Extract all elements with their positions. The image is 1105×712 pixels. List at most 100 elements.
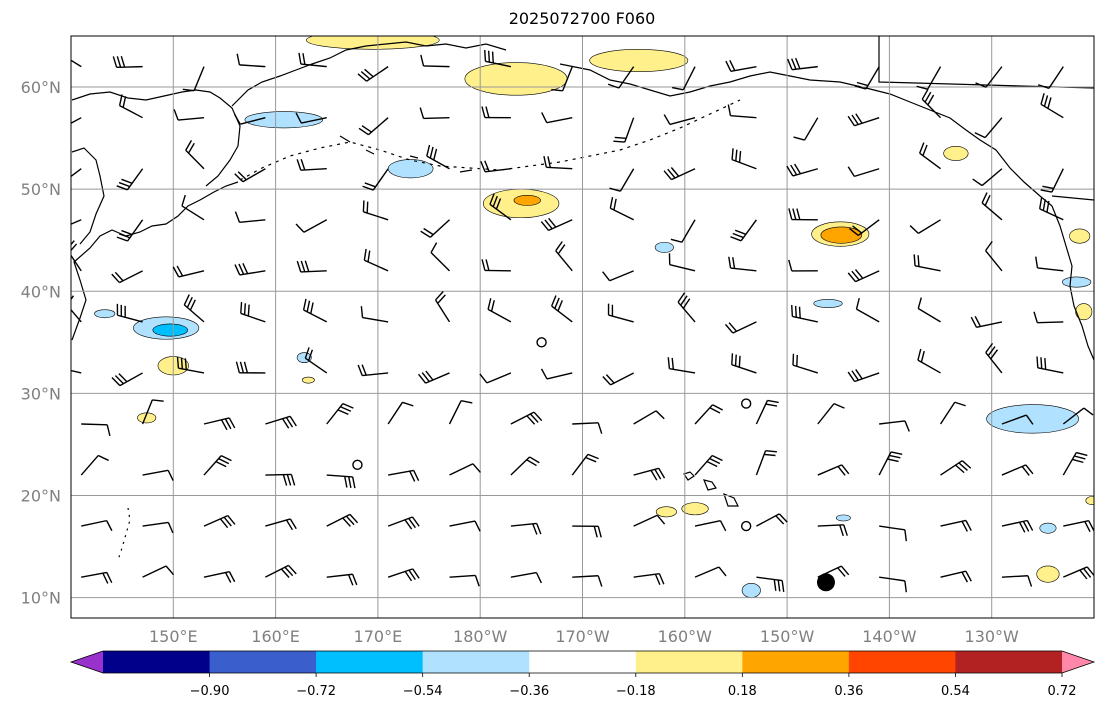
colorbar-extend-high <box>1062 651 1094 673</box>
wind-barb-142 <box>362 168 389 191</box>
wind-barb-32 <box>940 519 972 532</box>
wind-barb-100 <box>917 297 941 323</box>
wind-barb-170 <box>1040 93 1064 119</box>
wind-barb-77 <box>540 368 573 380</box>
wind-barb-73 <box>304 347 328 374</box>
wind-barb-180 <box>607 66 635 89</box>
wind-barb-58 <box>448 400 473 425</box>
anomaly-contour-21 <box>301 376 315 384</box>
anomaly-contour-3 <box>589 48 689 73</box>
wind-barb-45 <box>694 454 723 476</box>
wind-barb-118 <box>985 240 1003 272</box>
wind-barb-52 <box>81 423 111 437</box>
wind-barb-172 <box>112 56 143 69</box>
wind-barb-44 <box>633 467 666 481</box>
colorbar-label-1: −0.90 <box>190 684 230 699</box>
wind-barb-81 <box>792 353 819 374</box>
wind-barb-91 <box>360 306 389 323</box>
wind-barb-115 <box>788 259 818 272</box>
wind-barb-184 <box>854 66 880 90</box>
wind-barb-38 <box>265 473 296 486</box>
anomaly-contour-13 <box>1061 276 1092 288</box>
colorbar-swatch-8 <box>848 651 956 673</box>
lon-label-210: 150°W <box>760 627 815 646</box>
wind-barb-155 <box>118 94 143 119</box>
anomaly-contour-18 <box>152 323 188 337</box>
colorbar-swatch-6 <box>635 651 743 673</box>
wind-barb-96 <box>677 292 696 323</box>
lon-label-180: 180°W <box>453 627 508 646</box>
anomaly-contour-1 <box>306 36 440 50</box>
colorbar-extend-low <box>71 651 103 673</box>
anomaly-contour-14 <box>1075 303 1093 321</box>
wind-barb-14 <box>879 576 907 593</box>
wind-barb-85 <box>1036 356 1064 374</box>
colorbar-label-8: 0.54 <box>941 684 970 699</box>
wind-barb-21 <box>265 518 297 531</box>
wind-barb-126 <box>420 219 450 238</box>
coast-alaska <box>559 63 1053 207</box>
wind-barb-98 <box>791 305 818 323</box>
wind-barb-53 <box>141 399 164 425</box>
wind-barb-146 <box>609 168 635 192</box>
wind-barb-71 <box>176 356 205 374</box>
wind-barb-157 <box>233 113 266 125</box>
wind-barb-76 <box>479 372 512 384</box>
wind-barb-137 <box>71 168 82 178</box>
lat-label-30: 30°N <box>21 384 61 403</box>
lon-label-170: 170°E <box>354 627 403 646</box>
wind-barb-30 <box>817 524 848 537</box>
wind-barb-95 <box>607 303 634 323</box>
wind-barb-12 <box>756 576 785 592</box>
wind-barb-186 <box>975 66 1003 88</box>
wind-barb-102 <box>1033 311 1064 324</box>
wind-barb-112 <box>602 270 634 282</box>
wind-barb-41 <box>449 463 481 476</box>
wind-barb-141 <box>296 158 327 171</box>
latitude-labels: 10°N 20°N 30°N 40°N 50°N 60°N <box>21 78 61 608</box>
wind-barb-166 <box>793 117 819 141</box>
wind-barb-75 <box>417 370 450 384</box>
lat-label-20: 20°N <box>21 486 61 505</box>
wind-barb-29 <box>756 513 788 527</box>
wind-barb-187 <box>1037 66 1064 89</box>
wind-barb-134 <box>909 219 941 234</box>
wind-barb-175 <box>298 52 327 68</box>
wind-barb-152 <box>972 168 1003 187</box>
wind-barb-105 <box>172 265 205 278</box>
wind-barb-47 <box>817 464 850 476</box>
wind-barb-162 <box>541 112 573 124</box>
wind-barb-148 <box>731 148 757 170</box>
colorbar-label-3: −0.54 <box>403 684 443 699</box>
anomaly-contour-23 <box>986 404 1079 434</box>
wind-barb-92 <box>434 291 451 323</box>
wind-barb-25 <box>510 522 542 535</box>
wind-barb-31 <box>879 525 907 542</box>
wind-barb-103 <box>71 240 82 272</box>
wind-barb-49 <box>940 460 972 476</box>
wind-barb-178 <box>484 49 512 68</box>
wind-barb-181 <box>671 66 696 91</box>
wind-barb-55 <box>265 415 297 429</box>
wind-barb-65 <box>879 420 910 432</box>
wind-barbs <box>71 49 1094 593</box>
lon-label-150: 150°E <box>149 627 198 646</box>
wind-barb-74 <box>357 364 389 377</box>
wind-barb-145 <box>543 155 573 170</box>
wind-barb-116 <box>847 269 880 283</box>
lon-label-190: 170°W <box>555 627 610 646</box>
wind-barb-15 <box>940 570 972 583</box>
graticule <box>71 36 1094 618</box>
wind-barb-39 <box>326 474 356 489</box>
colorbar: −0.90 −0.72 −0.54 −0.36 −0.18 0.18 0.36 0.54 0.7… <box>69 650 1096 699</box>
wind-barb-10 <box>633 573 665 586</box>
wind-barb-56 <box>326 402 354 425</box>
wind-barb-48 <box>878 451 903 476</box>
wind-barb-123 <box>234 211 266 224</box>
wind-barb-129 <box>609 196 634 221</box>
wind-barb-1 <box>81 571 113 584</box>
wind-barb-9 <box>572 575 603 587</box>
wind-barb-128 <box>540 217 573 232</box>
wind-barb-174 <box>236 53 266 68</box>
wind-barb-23 <box>387 516 420 530</box>
